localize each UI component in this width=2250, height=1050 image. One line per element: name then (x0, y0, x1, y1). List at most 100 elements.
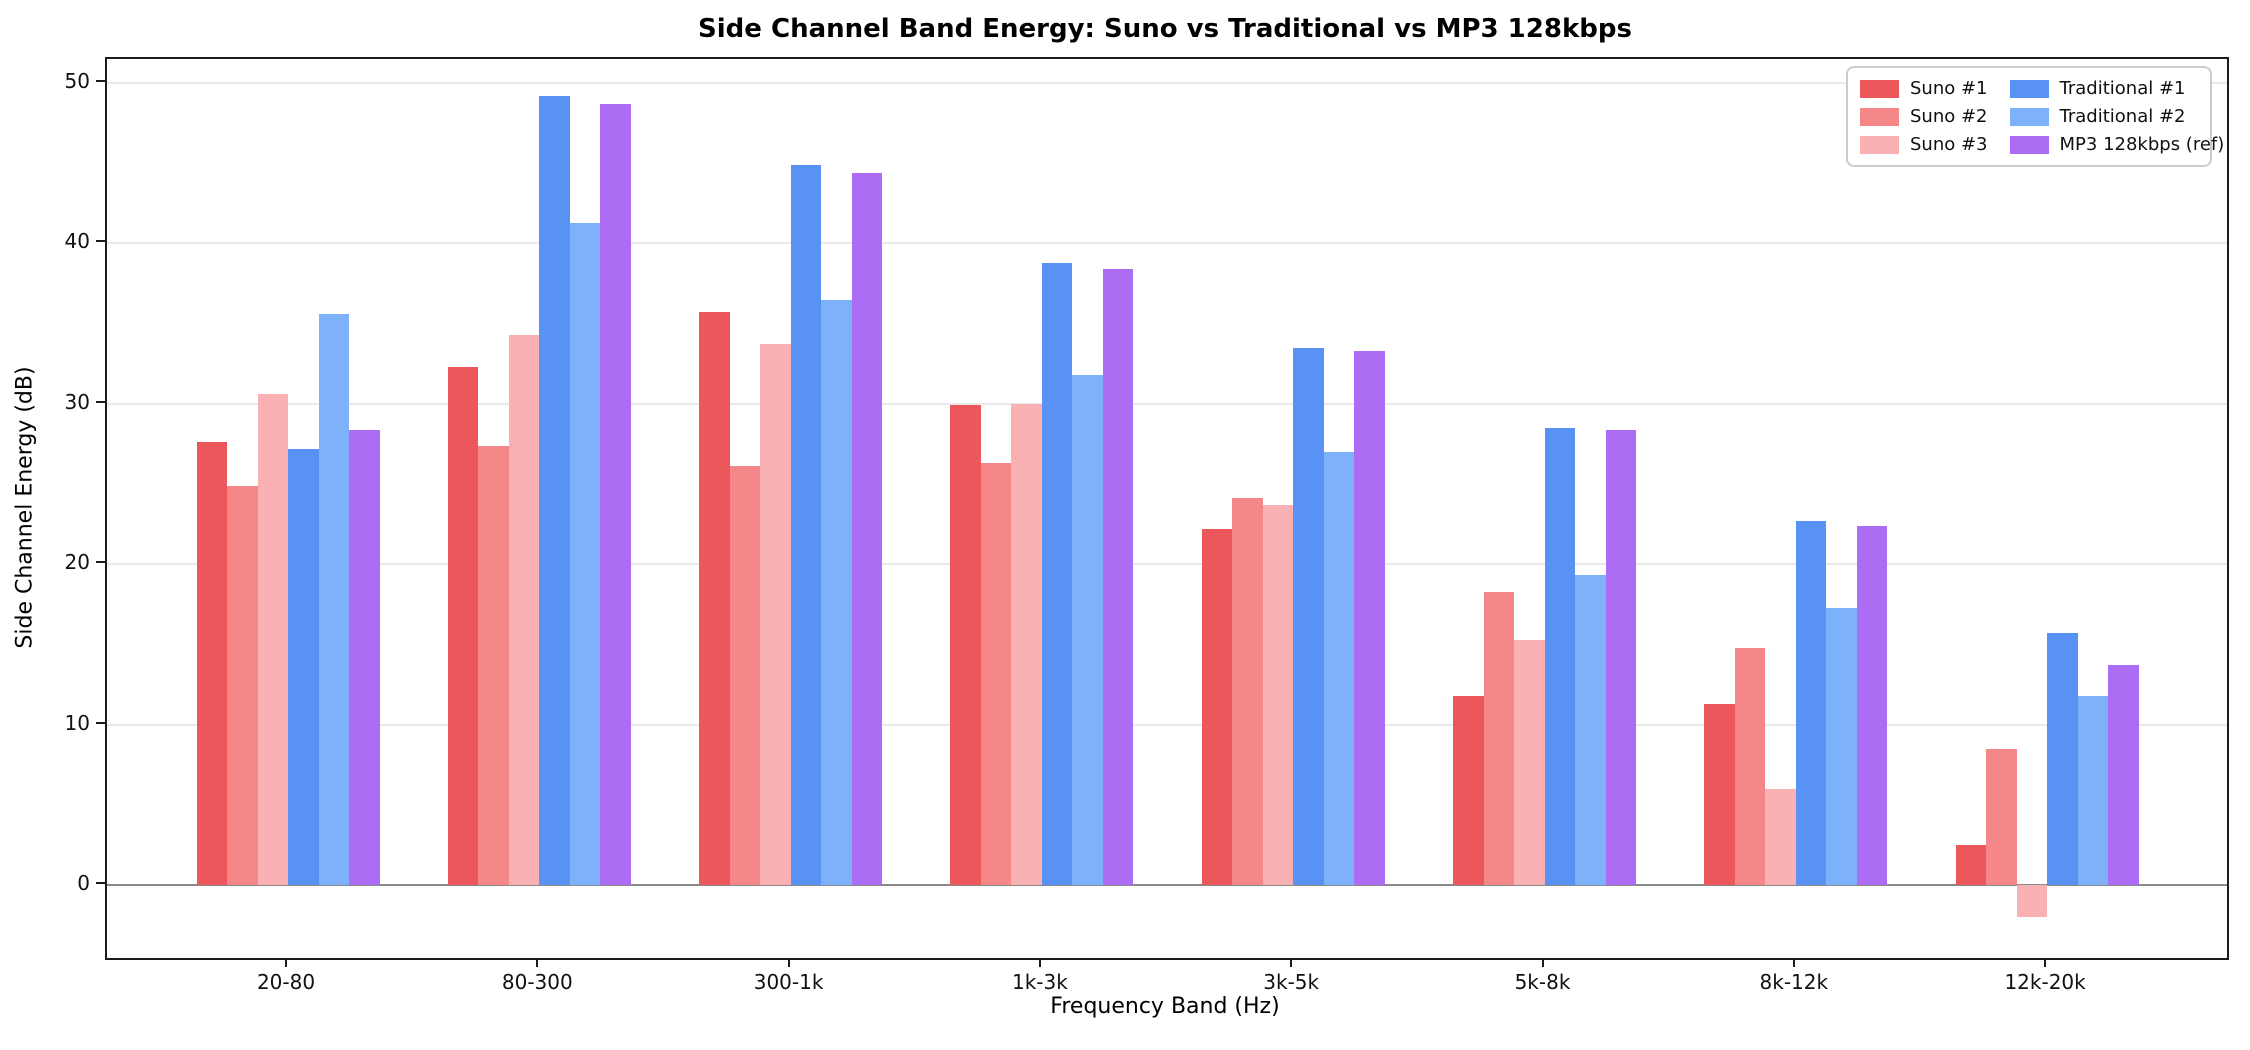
x-tick-label-12k-20k: 12k-20k (2004, 970, 2086, 994)
x-tick-mark (1038, 958, 1041, 967)
bar-mp3-128kbps-ref-20-80 (349, 429, 380, 885)
bar-mp3-128kbps-ref-8k-12k (1856, 525, 1888, 885)
legend-label: Traditional #2 (2059, 106, 2186, 127)
legend-swatch (2009, 135, 2049, 154)
legend-label: Suno #3 (1910, 134, 1988, 155)
bar-traditional-2-300-1k (821, 299, 852, 885)
bar-suno-2-5k-8k (1483, 591, 1514, 886)
bar-suno-2-8k-12k (1734, 647, 1766, 885)
bar-traditional-1-5k-8k (1544, 427, 1575, 885)
chart-title: Side Channel Band Energy: Suno vs Tradit… (698, 14, 1632, 44)
y-tick-mark (96, 80, 105, 83)
x-tick-label-300-1k: 300-1k (753, 970, 824, 994)
bar-suno-2-300-1k (729, 466, 761, 885)
bar-suno-2-3k-5k (1232, 498, 1263, 885)
y-tick-label-20: 20 (64, 550, 90, 575)
x-tick-label-80-300: 80-300 (501, 970, 573, 994)
y-tick-label-0: 0 (77, 871, 90, 896)
bar-mp3-128kbps-ref-80-300 (600, 103, 631, 886)
y-tick-label-50: 50 (64, 69, 90, 94)
zero-gridline (107, 884, 2227, 887)
y-tick-label-10: 10 (64, 710, 90, 735)
bar-traditional-1-300-1k (790, 164, 822, 885)
gridline (107, 563, 2227, 566)
y-tick-mark (96, 561, 105, 564)
bar-mp3-128kbps-ref-3k-5k (1354, 350, 1385, 885)
bar-traditional-2-8k-12k (1826, 607, 1857, 885)
y-tick-mark (96, 240, 105, 243)
plot-area (105, 57, 2229, 960)
bar-mp3-128kbps-ref-5k-8k (1605, 429, 1636, 885)
x-tick-mark (787, 958, 790, 967)
gridline (107, 723, 2227, 726)
legend-swatch (2009, 79, 2049, 98)
bar-suno-3-80-300 (508, 334, 540, 886)
bar-suno-1-80-300 (447, 366, 479, 886)
legend-item-traditional-1: Traditional #1 (2009, 78, 2225, 99)
x-tick-label-8k-12k: 8k-12k (1759, 970, 1829, 994)
y-tick-mark (96, 400, 105, 403)
legend-label: Traditional #1 (2059, 78, 2186, 99)
bar-traditional-2-20-80 (318, 314, 349, 885)
x-tick-label-5k-8k: 5k-8k (1514, 970, 1571, 994)
bar-mp3-128kbps-ref-300-1k (851, 172, 883, 886)
legend-swatch (1860, 79, 1899, 98)
bar-traditional-1-8k-12k (1795, 520, 1827, 885)
bar-traditional-2-3k-5k (1323, 451, 1355, 885)
gridline (107, 82, 2227, 85)
bar-traditional-1-12k-20k (2047, 633, 2078, 886)
legend-label: MP3 128kbps (ref) (2059, 134, 2225, 155)
legend-label: Suno #2 (1910, 106, 1988, 127)
bar-suno-1-1k-3k (950, 405, 981, 885)
x-tick-label-3k-5k: 3k-5k (1263, 970, 1320, 994)
legend-label: Suno #1 (1910, 78, 1988, 99)
bar-mp3-128kbps-ref-12k-20k (2108, 665, 2139, 886)
bar-suno-1-20-80 (196, 442, 227, 885)
x-tick-mark (1290, 958, 1293, 967)
bar-suno-3-300-1k (760, 344, 791, 885)
legend-grid: Suno #1 Suno #2 Suno #3 Traditional #1 Tradi… (1860, 78, 2224, 155)
x-tick-mark (1792, 958, 1795, 967)
bar-traditional-1-20-80 (288, 448, 319, 886)
bar-mp3-128kbps-ref-1k-3k (1102, 269, 1134, 886)
bar-suno-1-3k-5k (1201, 528, 1233, 885)
x-tick-mark (285, 958, 287, 967)
bar-traditional-2-12k-20k (2077, 695, 2109, 885)
bar-suno-1-8k-12k (1704, 703, 1735, 885)
x-axis-label: Frequency Band (Hz) (1050, 994, 1280, 1019)
x-tick-label-20-80: 20-80 (256, 970, 316, 994)
bar-suno-1-300-1k (699, 312, 730, 885)
y-tick-label-30: 30 (64, 389, 90, 414)
legend: Suno #1 Suno #2 Suno #3 Traditional #1 Tradi… (1846, 66, 2224, 167)
bar-suno-1-12k-20k (1955, 844, 1987, 886)
bar-suno-1-5k-8k (1453, 695, 1484, 885)
bar-suno-3-20-80 (257, 394, 288, 886)
legend-item-suno-3: Suno #3 (1860, 134, 1988, 155)
legend-item-suno-2: Suno #2 (1860, 106, 1988, 127)
legend-swatch (1860, 107, 1899, 126)
y-tick-mark (96, 721, 105, 724)
bar-suno-3-1k-3k (1011, 403, 1042, 886)
bar-traditional-1-80-300 (539, 95, 570, 885)
y-axis-label: Side Channel Energy (dB) (12, 366, 38, 649)
gridline (107, 402, 2227, 405)
gridline (107, 242, 2227, 245)
bar-suno-3-8k-12k (1765, 788, 1796, 886)
bar-suno-3-3k-5k (1262, 504, 1294, 886)
legend-item-suno-1: Suno #1 (1860, 78, 1988, 99)
legend-swatch (1860, 135, 1899, 154)
bar-suno-2-20-80 (227, 485, 258, 886)
bar-suno-2-1k-3k (980, 463, 1012, 886)
x-tick-mark (536, 958, 539, 967)
legend-item-mp3-128kbps-ref: MP3 128kbps (ref) (2009, 134, 2225, 155)
bar-suno-3-12k-20k (2016, 885, 2048, 918)
x-tick-mark (1541, 958, 1544, 967)
x-tick-mark (2044, 958, 2047, 967)
y-tick-label-40: 40 (64, 229, 90, 254)
legend-swatch (2009, 107, 2049, 126)
bar-traditional-2-1k-3k (1072, 374, 1103, 886)
legend-item-traditional-2: Traditional #2 (2009, 106, 2225, 127)
bar-traditional-2-80-300 (569, 222, 601, 885)
bar-traditional-2-5k-8k (1575, 575, 1606, 885)
